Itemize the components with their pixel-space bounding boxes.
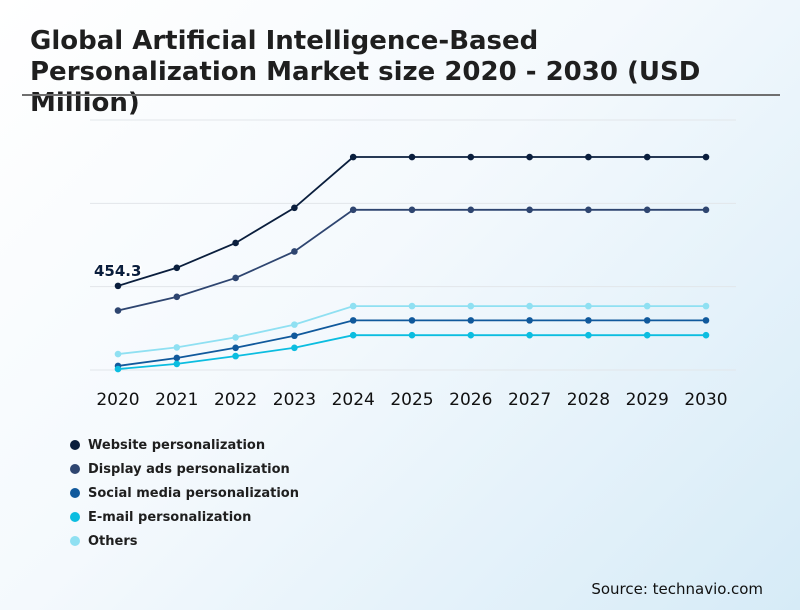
x-tick-label: 2024: [332, 390, 375, 410]
title-divider: [22, 94, 780, 96]
data-point: [291, 332, 298, 340]
data-point: [173, 344, 181, 351]
legend-label: Others: [88, 533, 138, 549]
legend-item: Social media personalization: [70, 481, 299, 505]
x-tick-label: 2027: [508, 390, 551, 410]
data-point: [467, 206, 475, 214]
legend-label: E-mail personalization: [88, 509, 252, 525]
x-tick-label: 2030: [684, 390, 727, 410]
series-line: [117, 305, 706, 355]
data-point: [173, 360, 181, 368]
chart-title: Global Artificial Intelligence-Based Per…: [30, 26, 701, 118]
data-point: [291, 321, 298, 328]
data-point: [702, 153, 710, 161]
data-point: [349, 206, 357, 214]
data-point: [526, 302, 533, 310]
data-point: [467, 302, 475, 310]
x-tick-label: 2025: [390, 390, 433, 410]
legend-marker: [70, 464, 80, 474]
data-point: [585, 317, 592, 324]
legend-marker: [70, 512, 80, 522]
data-point: [702, 317, 710, 324]
x-tick-label: 2026: [449, 390, 492, 410]
legend-label: Display ads personalization: [88, 461, 290, 477]
data-point: [291, 204, 298, 212]
data-point: [173, 293, 181, 301]
data-point: [585, 302, 592, 310]
data-point: [585, 331, 592, 339]
data-point: [467, 331, 475, 339]
data-point: [585, 206, 592, 214]
data-point: [408, 331, 416, 339]
data-point: [526, 317, 533, 324]
data-label: 454.3: [94, 262, 141, 280]
data-point: [643, 206, 651, 214]
data-point: [408, 302, 416, 310]
data-point: [467, 153, 475, 161]
data-point: [232, 352, 239, 360]
legend-label: Social media personalization: [88, 485, 299, 501]
x-tick-label: 2022: [214, 390, 257, 410]
data-point: [349, 331, 357, 339]
x-tick-label: 2020: [96, 390, 139, 410]
data-point: [114, 350, 122, 358]
chart-legend: Website personalization Display ads perso…: [70, 433, 299, 553]
legend-item: Website personalization: [70, 433, 299, 457]
series-line: [117, 208, 706, 312]
x-tick-label: 2021: [155, 390, 198, 410]
data-point: [173, 354, 181, 362]
data-point: [408, 206, 416, 214]
data-point: [526, 153, 533, 161]
data-point: [114, 282, 122, 290]
legend-marker: [70, 536, 80, 546]
data-point: [643, 317, 651, 324]
data-point: [467, 317, 475, 324]
legend-marker: [70, 440, 80, 450]
data-point: [702, 331, 710, 339]
legend-item: Display ads personalization: [70, 457, 299, 481]
data-point: [291, 248, 298, 255]
legend-item: E-mail personalization: [70, 505, 299, 529]
data-point: [349, 317, 357, 324]
line-chart: 2020 2021 2022 2023 2024 2025 2026 2027 2028 2029…: [90, 119, 736, 410]
data-point: [114, 307, 122, 314]
data-point: [643, 153, 651, 161]
legend-label: Website personalization: [88, 437, 266, 453]
data-point: [643, 331, 651, 339]
x-tick-label: 2023: [273, 390, 316, 410]
data-point: [114, 365, 122, 373]
data-point: [585, 153, 592, 161]
data-point: [232, 274, 239, 282]
data-point: [232, 239, 239, 247]
data-point: [702, 302, 710, 310]
data-point: [526, 331, 533, 339]
legend-item: Others: [70, 529, 299, 553]
data-point: [526, 206, 533, 214]
x-tick-label: 2028: [567, 390, 610, 410]
x-tick-label: 2029: [626, 390, 669, 410]
data-point: [349, 153, 357, 161]
data-point: [173, 264, 181, 272]
legend-marker: [70, 488, 80, 498]
source-credit: Source: technavio.com: [591, 580, 763, 598]
series-line: [117, 156, 706, 287]
data-point: [643, 302, 651, 310]
data-point: [232, 344, 239, 352]
data-point: [702, 206, 710, 214]
data-point: [349, 302, 357, 310]
data-point: [408, 317, 416, 324]
data-point: [232, 334, 239, 341]
data-point: [408, 153, 416, 161]
data-point: [291, 344, 298, 352]
